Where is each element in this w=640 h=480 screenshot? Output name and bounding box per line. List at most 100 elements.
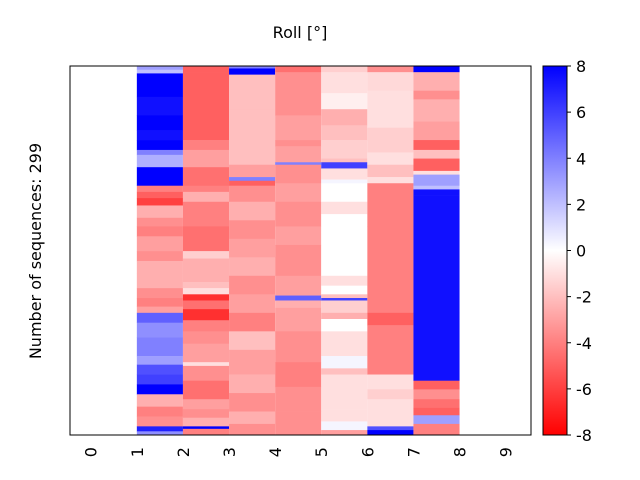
heatmap-cell-col2-seg2 [182,140,230,151]
heatmap-cell-col4-seg6 [275,164,322,184]
heatmap-cell-col1-seg18 [136,260,183,274]
heatmap-cell-col1-seg32 [136,416,183,427]
heatmap-cell-col3-seg20 [229,423,276,436]
heatmap-cell-col1-seg31 [136,406,183,417]
heatmap-cell-col4-seg5 [275,162,322,166]
heatmap-cell-col5-seg9 [321,179,368,184]
heatmap-cell-col1-seg8 [136,154,183,168]
heatmap-cell-col3-seg1 [229,68,276,75]
colorbar-tick-label-8: 8 [576,57,586,76]
x-tick-label-2: 2 [174,447,193,457]
heatmap-cell-col5-seg8 [321,168,368,180]
heatmap-cell-col5-seg12 [321,214,368,233]
heatmap-cell-col7-seg11 [413,189,460,196]
heatmap-cell-col5-seg16 [321,294,368,299]
heatmap-cell-col3-seg9 [229,220,276,240]
heatmap-cell-col2-seg11 [182,258,230,283]
x-tick-label-8: 8 [451,447,470,457]
chart-title: Roll [°] [273,23,328,42]
heatmap-cell-col6-seg13 [367,399,414,427]
colorbar-tick-label--6: -6 [576,380,592,399]
heatmap-cell-col4-seg12 [275,295,322,301]
heatmap-cell-col2-seg25 [182,417,230,427]
heatmap-cell-col5-seg24 [321,374,368,390]
heatmap-cell-col5-seg6 [321,158,368,163]
heatmap-cell-col4-seg13 [275,300,322,309]
heatmap-cell-col4-seg4 [275,146,322,163]
heatmap-cell-col6-seg4 [367,152,414,166]
colorbar-tick-label-0: 0 [576,242,586,261]
colorbar-tick-labels: 8 6 4 2 0 -2 -4 -6 -8 [567,57,592,445]
heatmap-cells [136,66,460,436]
heatmap-cell-col1-seg10 [136,185,183,193]
heatmap-cell-col3-seg19 [229,411,276,425]
heatmap-cell-col4-seg14 [275,307,322,332]
heatmap-cell-col2-seg17 [182,320,230,332]
heatmap-cell-col5-seg14 [321,275,368,286]
heatmap-cell-col3-seg10 [229,238,276,258]
x-tick-label-4: 4 [266,447,285,457]
heatmap-cell-col1-seg25 [136,337,183,357]
heatmap-cell-col2-seg20 [182,362,230,367]
heatmap-cell-col4-seg3 [275,140,322,147]
heatmap-cell-col7-seg17 [413,407,460,416]
heatmap-cell-col6-seg0 [367,66,414,73]
heatmap-cell-col6-seg2 [367,90,414,129]
heatmap-cell-col1-seg15 [136,226,183,237]
heatmap-cell-col6-seg7 [367,183,414,227]
heatmap-cell-col5-seg27 [321,421,368,431]
colorbar [542,65,568,436]
heatmap-cell-col1-seg26 [136,356,183,365]
heatmap-cell-col5-seg26 [321,409,368,422]
heatmap-cell-col2-seg12 [182,281,230,289]
heatmap-cell-col1-seg33 [136,426,183,432]
heatmap-cell-col3-seg14 [229,312,276,332]
heatmap-cell-col4-seg17 [275,386,322,412]
heatmap-cell-col4-seg18 [275,411,322,436]
heatmap-cell-col3-seg5 [229,177,276,182]
heatmap-cell-col6-seg8 [367,226,414,314]
heatmap-cell-col2-seg9 [182,244,230,252]
colorbar-tick-label-2: 2 [576,195,586,214]
heatmap-cell-col1-seg13 [136,205,183,219]
heatmap-cell-col2-seg26 [182,426,230,430]
heatmap-cell-col2-seg10 [182,251,230,259]
heatmap-cell-col3-seg16 [229,349,276,375]
heatmap-cell-col2-seg13 [182,288,230,295]
heatmap-cell-col5-seg3 [321,109,368,126]
heatmap-cell-col1-seg24 [136,322,183,338]
heatmap-cell-col6-seg9 [367,312,414,326]
heatmap-cell-col7-seg15 [413,389,460,400]
heatmap-cell-col5-seg25 [321,389,368,410]
heatmap-cell-col2-seg4 [182,167,230,187]
heatmap-cell-col6-seg5 [367,164,414,178]
heatmap-cell-col2-seg19 [182,343,230,363]
heatmap-cell-col6-seg3 [367,127,414,153]
heatmap-cell-col7-seg0 [413,66,460,73]
heatmap-cell-col1-seg16 [136,236,183,252]
heatmap-cell-col1-seg27 [136,364,183,375]
heatmap-cell-col5-seg20 [321,318,368,332]
heatmap-cell-col5-seg18 [321,300,368,314]
x-tick-label-1: 1 [128,447,147,457]
heatmap-cell-col4-seg1 [275,72,322,116]
heatmap-cell-col7-seg13 [413,312,460,381]
heatmap-cell-col3-seg12 [229,275,276,295]
heatmap-cell-col7-seg9 [413,174,460,187]
heatmap-cell-col7-seg6 [413,149,460,159]
heatmap-cell-col6-seg14 [367,426,414,431]
plot-frame [69,65,532,436]
heatmap-cell-col7-seg12 [413,195,460,314]
heatmap-cell-col3-seg11 [229,257,276,277]
heatmap-cell-col3-seg7 [229,185,276,203]
heatmap-cell-col2-seg23 [182,399,230,410]
colorbar-tick-label-6: 6 [576,103,586,122]
heatmap-cell-col5-seg11 [321,201,368,215]
heatmap-cell-col4-seg16 [275,362,322,388]
heatmap-cell-col7-seg7 [413,158,460,172]
heatmap-cell-col2-seg27 [182,428,230,436]
heatmap-cell-col1-seg4 [136,115,183,131]
heatmap-cell-col1-seg5 [136,130,183,141]
heatmap-cell-col6-seg15 [367,430,414,436]
